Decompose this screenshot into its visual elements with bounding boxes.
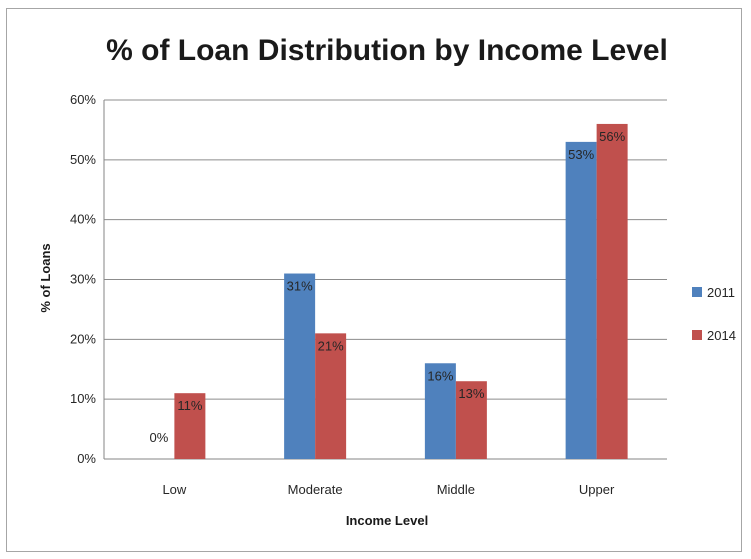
bar: [424, 363, 456, 459]
bars: [174, 123, 628, 459]
x-tick-label: Upper: [579, 482, 615, 497]
y-tick-label: 0%: [77, 451, 96, 466]
data-label: 16%: [427, 368, 453, 383]
data-label: 0%: [149, 430, 168, 445]
bar: [315, 333, 347, 459]
x-tick-label: Moderate: [288, 482, 343, 497]
y-tick-label: 30%: [70, 272, 96, 287]
bar: [284, 273, 316, 459]
bar: [174, 393, 206, 459]
x-tick-label: Middle: [437, 482, 475, 497]
legend-label: 2011: [707, 285, 735, 300]
y-axis-title: % of Loans: [38, 243, 53, 312]
data-labels: 0% 11% 31% 21% 16% 13% 53% 56%: [149, 129, 625, 445]
y-tick-label: 50%: [70, 152, 96, 167]
x-tick-label: Low: [162, 482, 186, 497]
x-axis-ticks: Low Moderate Middle Upper: [162, 482, 615, 497]
legend-swatch: [692, 287, 702, 297]
data-label: 31%: [287, 279, 313, 294]
bar: [455, 381, 487, 459]
y-axis-ticks: 0% 10% 20% 30% 40% 50% 60%: [70, 92, 96, 466]
data-label: 21%: [318, 338, 344, 353]
x-axis-title: Income Level: [346, 513, 428, 528]
y-tick-label: 10%: [70, 391, 96, 406]
legend-swatch: [692, 330, 702, 340]
y-tick-label: 40%: [70, 212, 96, 227]
y-tick-label: 20%: [70, 331, 96, 346]
legend: 2011 2014: [692, 285, 736, 343]
data-label: 53%: [568, 147, 594, 162]
legend-label: 2014: [707, 328, 736, 343]
y-tick-label: 60%: [70, 92, 96, 107]
data-label: 13%: [458, 386, 484, 401]
data-label: 56%: [599, 129, 625, 144]
chart-title: % of Loan Distribution by Income Level: [106, 34, 668, 67]
bar: [596, 123, 628, 459]
data-label: 11%: [177, 398, 202, 413]
bar: [565, 141, 597, 459]
